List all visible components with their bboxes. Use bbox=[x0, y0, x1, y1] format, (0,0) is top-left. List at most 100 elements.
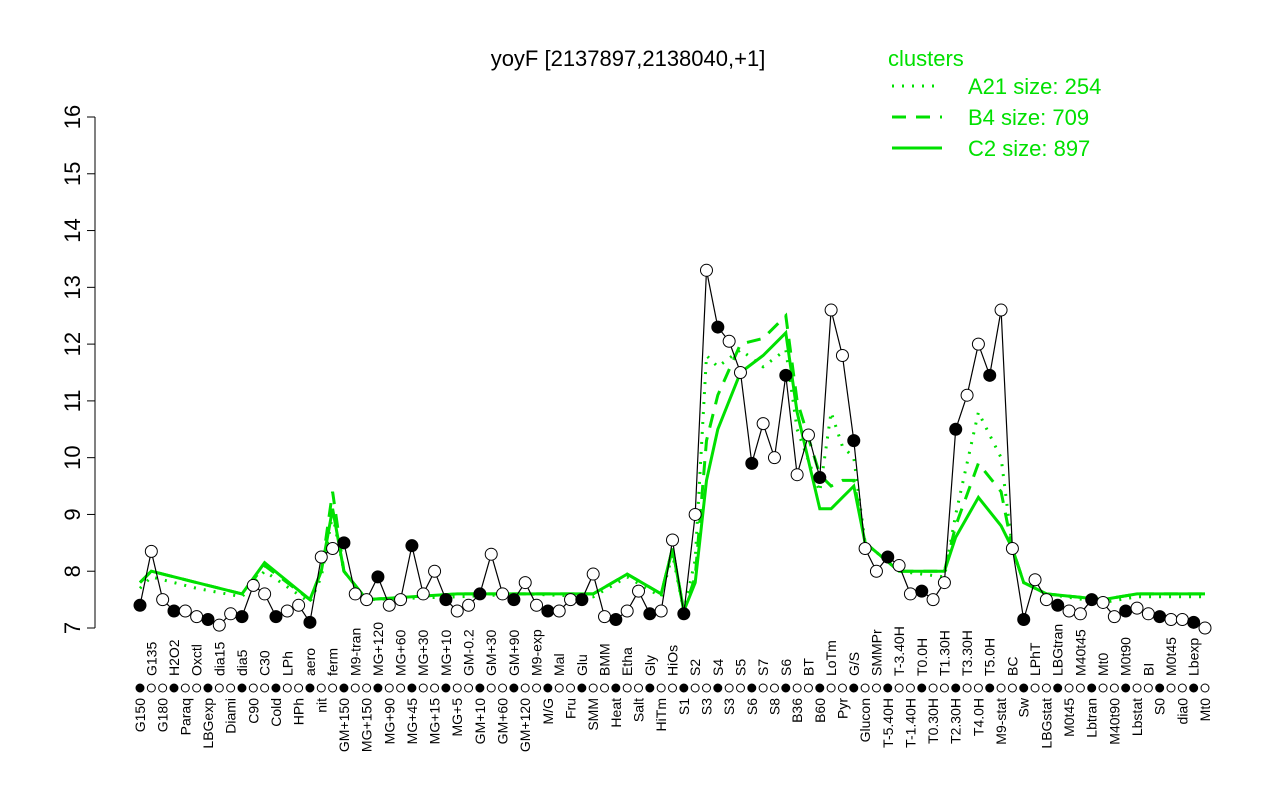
rug-mark bbox=[1143, 683, 1153, 693]
rug-mark bbox=[339, 683, 349, 693]
x-tick-label: T0.0H bbox=[914, 638, 930, 676]
rug-mark bbox=[1019, 683, 1029, 693]
rug-mark bbox=[498, 683, 508, 693]
rug-mark bbox=[894, 683, 904, 693]
data-point bbox=[756, 417, 770, 431]
x-tick-label: BC bbox=[1004, 657, 1020, 676]
x-tick-label: GM+30 bbox=[483, 629, 499, 676]
data-point bbox=[1164, 612, 1178, 626]
rug-mark bbox=[305, 683, 315, 693]
rug-mark bbox=[781, 683, 791, 693]
rug-mark bbox=[883, 683, 893, 693]
x-tick-label: S5 bbox=[732, 659, 748, 676]
data-point bbox=[552, 604, 566, 618]
x-tick-label: aero bbox=[302, 648, 318, 676]
rug-mark bbox=[600, 683, 610, 693]
x-tick-label: H2O2 bbox=[166, 639, 182, 676]
x-tick-label: T5.0H bbox=[982, 638, 998, 676]
rug-mark bbox=[939, 683, 949, 693]
data-point bbox=[224, 607, 238, 621]
rug-mark bbox=[713, 683, 723, 693]
data-point bbox=[869, 564, 883, 578]
x-tick-label: HiTm bbox=[653, 698, 669, 731]
data-point bbox=[666, 533, 679, 547]
rug-mark bbox=[543, 683, 553, 693]
data-point bbox=[518, 576, 532, 590]
data-point bbox=[983, 368, 997, 382]
rug-mark bbox=[169, 683, 179, 693]
rug-mark bbox=[679, 683, 689, 693]
rug-mark bbox=[668, 683, 677, 693]
rug-mark bbox=[1189, 683, 1199, 693]
data-point bbox=[258, 587, 272, 601]
x-tick-label: G150 bbox=[132, 698, 148, 732]
x-tick-label: BI bbox=[1140, 663, 1156, 676]
rug-mark bbox=[430, 683, 440, 693]
rug-mark bbox=[362, 683, 372, 693]
rug-mark bbox=[260, 683, 270, 693]
rug-mark bbox=[203, 683, 213, 693]
x-tick-label: ferm bbox=[325, 648, 341, 676]
x-tick-label: Heat bbox=[608, 698, 624, 728]
x-tick-label: MG+30 bbox=[415, 629, 431, 676]
rug-mark bbox=[1155, 683, 1165, 693]
x-tick-label: S6 bbox=[778, 659, 794, 676]
rug-mark bbox=[905, 683, 915, 693]
rug-mark bbox=[1109, 683, 1119, 693]
rug-mark bbox=[1087, 683, 1097, 693]
x-tick-label: Lbexp bbox=[1186, 638, 1202, 676]
x-tick-label: M0t45 bbox=[1163, 637, 1179, 676]
rug-mark bbox=[146, 683, 156, 693]
rug-mark bbox=[384, 683, 394, 693]
data-point bbox=[1028, 573, 1042, 587]
data-point bbox=[1119, 604, 1133, 618]
x-tick-label: LoTm bbox=[823, 640, 839, 676]
x-tick-label: Lbtran bbox=[1084, 698, 1100, 738]
rug-mark bbox=[214, 683, 224, 693]
rug-mark bbox=[634, 683, 644, 693]
data-point bbox=[178, 604, 192, 618]
rug-mark bbox=[350, 683, 360, 693]
data-point bbox=[314, 550, 328, 564]
legend-entry: A21 size: 254 bbox=[968, 74, 1101, 99]
data-point bbox=[835, 348, 849, 362]
rug-mark bbox=[520, 683, 530, 693]
data-point bbox=[858, 542, 872, 556]
rug-mark bbox=[1041, 683, 1051, 693]
x-tick-label: S7 bbox=[755, 659, 771, 676]
data-point bbox=[688, 507, 702, 521]
x-tick-label: T3.30H bbox=[959, 630, 975, 676]
data-point bbox=[382, 598, 396, 612]
x-tick-label: LPhT bbox=[1027, 642, 1043, 676]
x-tick-label: B36 bbox=[789, 698, 805, 723]
rug-mark bbox=[226, 683, 236, 693]
x-tick-label: Oxctl bbox=[189, 644, 205, 676]
x-tick-label: MG+5 bbox=[449, 698, 465, 737]
x-tick-label: LBGtran bbox=[1050, 624, 1066, 676]
data-point bbox=[133, 598, 147, 612]
gene-profile-line bbox=[139, 270, 1206, 629]
rug-mark bbox=[396, 683, 406, 693]
rug-mark bbox=[316, 683, 326, 693]
data-point bbox=[677, 607, 691, 621]
data-point bbox=[348, 587, 362, 601]
data-point bbox=[1153, 610, 1167, 624]
data-point bbox=[937, 576, 951, 590]
data-point bbox=[496, 587, 510, 601]
data-point bbox=[824, 303, 838, 317]
x-tick-label: Glu bbox=[574, 654, 590, 676]
data-point bbox=[541, 604, 555, 618]
x-tick-label: BMM bbox=[597, 643, 613, 676]
data-point bbox=[847, 434, 861, 448]
y-tick-label: 15 bbox=[60, 162, 85, 186]
rug-mark bbox=[1075, 683, 1085, 693]
data-point bbox=[326, 542, 340, 556]
rug-mark bbox=[656, 683, 666, 693]
rug-mark bbox=[328, 683, 338, 693]
x-tick-label: MG+60 bbox=[393, 629, 409, 676]
x-tick-label: C30 bbox=[257, 650, 273, 676]
data-point bbox=[439, 593, 453, 607]
rug-mark bbox=[1098, 683, 1108, 693]
rug-mark bbox=[622, 683, 632, 693]
